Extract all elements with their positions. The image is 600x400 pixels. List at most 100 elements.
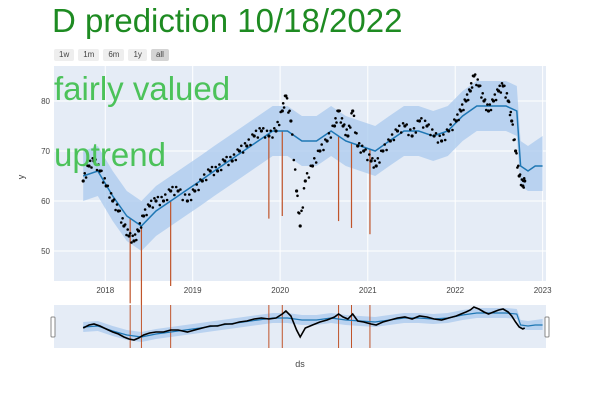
actual-point [218,163,221,166]
range-button-all[interactable]: all [150,49,169,61]
actual-point [410,134,414,138]
range-slider[interactable] [50,305,550,348]
x-tick-label: 2018 [96,286,114,295]
actual-point [223,159,227,163]
actual-point [313,157,316,160]
actual-point [176,189,180,193]
range-button-1w[interactable]: 1w [54,49,75,61]
actual-point [298,212,301,215]
actual-point [193,189,197,193]
actual-point [362,149,366,153]
actual-point [508,113,512,117]
actual-point [303,179,307,183]
actual-point [349,126,352,129]
actual-point [383,143,387,146]
actual-point [128,232,132,235]
x-tick-label: 2020 [271,286,289,295]
actual-point [210,165,214,169]
actual-point [106,184,110,188]
actual-point [292,158,296,162]
range-slider-right-handle[interactable] [544,316,550,338]
actual-point [344,133,347,137]
actual-point [291,133,294,136]
actual-point [466,98,470,102]
actual-point [288,109,291,113]
actual-point [208,169,212,173]
actual-point [343,123,346,126]
actual-point [109,192,113,195]
actual-point [374,164,378,168]
actual-point [314,161,318,164]
actual-point [449,123,452,126]
forecast-line [82,105,543,227]
actual-point [388,139,392,143]
actual-point [398,124,401,128]
actual-point [123,223,127,226]
actual-point [87,164,91,168]
actual-point [212,173,216,177]
actual-point [83,172,86,175]
x-tick-label: 2022 [446,286,464,295]
actual-point [407,133,410,137]
actual-point [518,173,522,176]
range-button-6m[interactable]: 6m [103,49,125,61]
actual-point [497,89,501,93]
actual-point [447,129,451,133]
actual-point [339,121,343,124]
annotation-uptrend: uptrend [54,136,166,173]
actual-point [254,129,258,133]
actual-point [179,188,182,191]
actual-point [216,169,220,173]
actual-point [289,119,293,123]
actual-point [327,132,331,135]
y-tick-label: 70 [41,147,50,156]
range-button-1m[interactable]: 1m [78,49,100,61]
chart-title: D prediction 10/18/2022 [52,2,403,39]
actual-point [456,113,459,116]
actual-point [503,84,506,88]
actual-point [340,117,344,120]
actual-point [295,189,299,193]
actual-point [108,196,111,199]
actual-point [481,92,485,95]
actual-point [229,155,232,159]
actual-point [127,234,131,238]
actual-point [305,172,309,175]
actual-point [132,239,136,243]
actual-point [131,234,134,238]
actual-point [405,123,409,126]
actual-point [310,164,315,168]
actual-point [145,213,148,217]
actual-point [90,166,93,169]
actual-point [161,199,166,203]
y-tick-label: 50 [41,247,50,256]
actual-point [151,206,155,209]
x-tick-label: 2023 [534,286,552,295]
slider-actual-line [82,306,526,341]
actual-point [355,132,358,135]
actual-point [227,163,230,167]
actual-point [392,138,396,142]
actual-point [160,195,163,199]
actual-point [412,127,416,130]
actual-point [277,123,281,127]
actual-point [356,144,360,148]
actual-point [484,108,488,112]
actual-point [274,129,278,133]
range-slider-left-handle[interactable] [50,316,56,338]
actual-point [371,157,374,160]
actual-point [486,109,491,113]
actual-point [237,149,241,153]
actual-point [281,102,285,105]
actual-point [494,98,498,102]
actual-point [81,179,85,183]
actual-point [322,148,325,152]
range-button-1y[interactable]: 1y [128,49,147,61]
actual-point [97,163,100,166]
actual-point [112,198,116,201]
actual-point [183,193,187,196]
actual-point [320,143,324,146]
y-tick-label: 60 [41,197,50,206]
actual-point [280,109,284,113]
actual-point [417,119,422,123]
